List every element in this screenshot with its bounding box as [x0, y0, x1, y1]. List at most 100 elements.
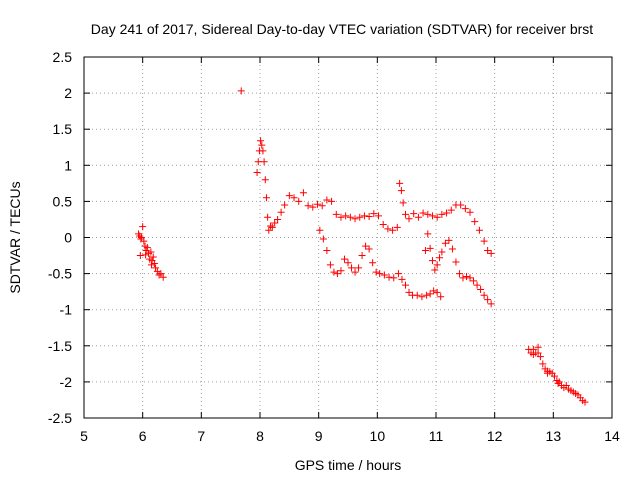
- data-point: [428, 257, 436, 265]
- data-point: [142, 251, 150, 259]
- data-point: [459, 274, 467, 282]
- data-point: [448, 245, 456, 253]
- data-point: [328, 197, 336, 205]
- data-point: [136, 252, 144, 260]
- data-point: [431, 266, 439, 274]
- data-point: [344, 259, 352, 267]
- data-point: [423, 291, 431, 299]
- data-point: [139, 223, 147, 231]
- data-point: [140, 237, 148, 245]
- data-point: [410, 210, 418, 218]
- data-point: [237, 87, 245, 95]
- data-point: [137, 234, 145, 241]
- data-point: [438, 210, 446, 218]
- data-point: [477, 285, 485, 293]
- data-point: [346, 213, 354, 221]
- data-point: [418, 293, 426, 301]
- data-point: [424, 230, 432, 238]
- data-point: [480, 291, 488, 299]
- data-point: [466, 208, 474, 216]
- data-point: [258, 141, 266, 149]
- data-point: [452, 258, 460, 266]
- data-point: [136, 232, 144, 240]
- data-point: [277, 208, 285, 216]
- data-point: [147, 261, 155, 269]
- data-point: [471, 218, 479, 226]
- data-point: [426, 290, 434, 298]
- data-point: [455, 270, 463, 278]
- data-point: [466, 274, 474, 282]
- data-point: [405, 288, 413, 296]
- data-point: [259, 147, 267, 155]
- data-point: [159, 273, 167, 281]
- data-point: [362, 242, 370, 250]
- data-point: [436, 254, 444, 262]
- data-point: [401, 281, 409, 289]
- data-point: [267, 222, 275, 230]
- data-point: [309, 203, 317, 211]
- data-point: [262, 194, 270, 202]
- data-point: [484, 246, 492, 254]
- data-point: [319, 235, 327, 243]
- grid-layer: [84, 57, 612, 418]
- data-point: [318, 202, 326, 210]
- data-point: [299, 189, 307, 197]
- data-point: [351, 268, 359, 276]
- y-tick-label: -2.5: [48, 410, 72, 426]
- y-tick-label: 0.5: [53, 193, 73, 209]
- y-tick-label: 2.5: [53, 49, 73, 65]
- y-axis-label: SDTVAR / TECUs: [7, 181, 23, 293]
- x-tick-label: 10: [370, 428, 386, 444]
- data-point: [337, 267, 345, 275]
- data-point: [376, 270, 384, 278]
- x-tick-label: 11: [429, 428, 444, 444]
- data-point: [426, 244, 434, 252]
- data-point: [150, 259, 158, 267]
- data-point: [254, 158, 262, 166]
- data-point: [271, 219, 279, 227]
- data-point: [430, 287, 438, 295]
- data-point: [534, 349, 542, 357]
- data-point: [143, 244, 151, 252]
- data-point: [554, 379, 562, 387]
- data-point: [463, 272, 471, 280]
- y-tick-label: 1: [64, 157, 72, 173]
- data-point: [332, 210, 340, 218]
- data-point: [414, 213, 422, 221]
- y-tick-label: -2: [60, 374, 73, 390]
- x-tick-label: 12: [487, 428, 503, 444]
- data-point: [433, 261, 441, 269]
- data-point: [384, 225, 392, 233]
- data-point: [419, 209, 427, 217]
- y-tick-label: -1.5: [48, 338, 72, 354]
- data-point: [487, 300, 495, 308]
- data-point: [441, 239, 449, 247]
- data-point: [365, 213, 373, 221]
- data-point: [316, 226, 324, 234]
- data-point: [323, 196, 331, 204]
- data-point: [152, 264, 160, 272]
- x-tick-label: 9: [315, 428, 323, 444]
- data-point: [473, 281, 481, 289]
- data-point: [365, 245, 373, 253]
- data-point: [370, 210, 378, 218]
- data-point: [461, 205, 469, 213]
- data-point: [355, 264, 363, 272]
- data-point: [389, 226, 397, 234]
- points-layer: [135, 87, 589, 406]
- data-point: [313, 200, 321, 208]
- data-point: [253, 169, 261, 177]
- y-tick-label: 1.5: [53, 121, 73, 137]
- data-point: [457, 201, 465, 209]
- data-point: [428, 212, 436, 220]
- data-point: [401, 210, 409, 218]
- data-point: [487, 249, 495, 257]
- data-point: [484, 296, 492, 304]
- data-point: [358, 252, 366, 260]
- data-point: [445, 236, 453, 244]
- data-point: [470, 277, 478, 285]
- data-point: [543, 367, 551, 375]
- data-point: [398, 275, 406, 283]
